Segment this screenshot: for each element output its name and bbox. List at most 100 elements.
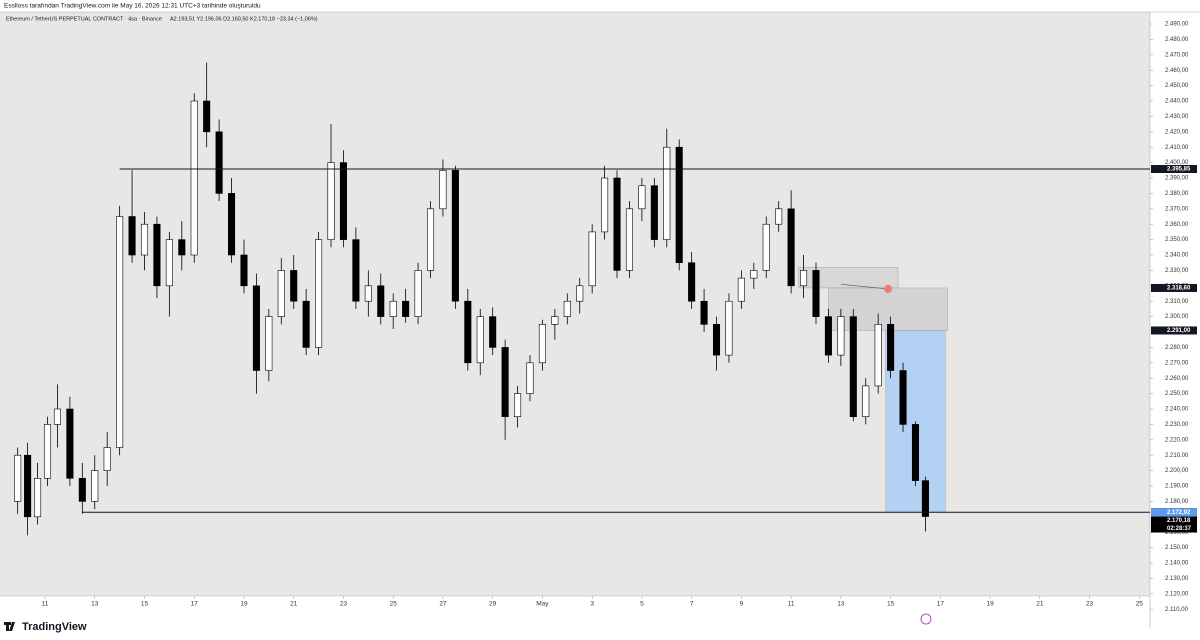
y-tick-label: 2.370,00 <box>1165 206 1189 212</box>
candle-body <box>103 447 111 471</box>
y-tick-label: 2.250,00 <box>1165 391 1189 397</box>
y-tick-label: 2.130,00 <box>1165 576 1189 582</box>
y-tick-label: 2.300,00 <box>1165 314 1189 320</box>
candle-body <box>140 223 149 256</box>
candle-body <box>812 270 820 317</box>
y-tick-label: 2.470,00 <box>1165 52 1189 58</box>
x-tick-label: 21 <box>290 601 298 608</box>
price-tag <box>1151 165 1197 174</box>
candle-body <box>215 131 223 194</box>
candle-body <box>601 177 609 233</box>
event-icon <box>920 613 932 625</box>
x-tick-label: 23 <box>340 601 348 608</box>
candle-body <box>849 316 857 418</box>
candle-body <box>675 146 683 264</box>
x-tick-label: 11 <box>42 601 49 608</box>
y-tick-label: 2.280,00 <box>1165 345 1189 351</box>
x-tick-label: 19 <box>986 601 994 608</box>
candle-body <box>501 347 509 418</box>
y-tick-label: 2.440,00 <box>1165 99 1189 105</box>
candle-body <box>538 324 546 364</box>
x-tick-label: 21 <box>1036 601 1044 608</box>
candle-body <box>426 208 435 271</box>
y-tick-label: 2.400,00 <box>1165 160 1189 166</box>
x-tick-label: 25 <box>1136 601 1144 608</box>
y-tick-label: 2.480,00 <box>1165 37 1189 43</box>
y-tick-label: 2.230,00 <box>1165 422 1189 428</box>
y-tick-label: 2.360,00 <box>1165 222 1189 228</box>
candle-body <box>775 208 783 225</box>
candle-body <box>663 146 671 240</box>
y-tick-label: 2.350,00 <box>1165 237 1189 243</box>
candle-body <box>514 393 522 418</box>
y-tick-label: 2.160,00 <box>1165 530 1189 536</box>
price-tag-label: 2.395,85 <box>1167 167 1191 173</box>
y-tick-label: 2.330,00 <box>1165 268 1189 274</box>
y-tick-label: 2.220,00 <box>1165 437 1189 443</box>
price-tag-label: 2.291,00 <box>1167 328 1191 334</box>
candle-body <box>252 285 260 371</box>
x-tick-label: 7 <box>690 601 694 608</box>
y-tick-label: 2.200,00 <box>1165 468 1189 474</box>
marker-line <box>840 283 889 290</box>
candle-body <box>352 239 360 302</box>
candle-body <box>302 300 310 348</box>
candle-body <box>240 254 248 287</box>
candle-body <box>613 177 621 271</box>
y-tick-label: 2.430,00 <box>1165 114 1189 120</box>
candle-body <box>489 316 497 348</box>
x-tick-label: 5 <box>640 601 644 608</box>
candle-body <box>116 216 124 448</box>
y-tick-label: 2.150,00 <box>1165 545 1189 551</box>
x-tick-label: 17 <box>937 601 945 608</box>
candle-body <box>277 270 285 317</box>
x-tick-label: 29 <box>489 601 497 608</box>
zone <box>828 287 949 331</box>
marker <box>884 284 893 293</box>
candle-body <box>750 270 758 279</box>
candle-body <box>588 231 596 287</box>
y-tick-label: 2.410,00 <box>1165 145 1189 151</box>
candle-body <box>190 100 198 256</box>
candle-body <box>737 277 745 302</box>
candle-body <box>464 300 472 364</box>
candle-body <box>476 316 484 364</box>
price-tag <box>1151 283 1197 292</box>
y-tick-label: 2.190,00 <box>1165 484 1189 490</box>
logo-mark <box>4 622 15 631</box>
y-tick-label: 2.420,00 <box>1165 129 1189 135</box>
candle-body <box>153 223 161 287</box>
y-tick-label: 2.260,00 <box>1165 376 1189 382</box>
candle-body <box>921 480 929 517</box>
y-tick-label: 2.340,00 <box>1165 253 1189 259</box>
candle-body <box>526 362 534 394</box>
plot <box>14 62 949 536</box>
candle-body <box>414 270 422 317</box>
y-tick-label: 2.390,00 <box>1165 176 1189 182</box>
x-tick-label: 19 <box>240 601 248 608</box>
x-tick-label: 11 <box>788 601 795 608</box>
candle-body <box>53 408 61 425</box>
candle-body <box>688 262 696 302</box>
candle-body <box>290 270 298 302</box>
x-tick-label: 13 <box>837 601 845 608</box>
y-tick-label: 2.380,00 <box>1165 191 1189 197</box>
candle-body <box>576 285 584 302</box>
candle-body <box>712 324 721 356</box>
candle-body <box>327 162 335 240</box>
x-tick-label: 15 <box>887 601 895 608</box>
y-tick-label: 2.120,00 <box>1165 591 1189 597</box>
candle-body <box>563 300 571 317</box>
candle-body <box>315 239 323 348</box>
price-tag <box>1151 326 1197 335</box>
candle-body <box>34 478 42 518</box>
x-tick-label: 25 <box>390 601 398 608</box>
candle-body <box>862 385 870 418</box>
candle-body <box>128 216 136 256</box>
price-tag-label: 2.172,92 <box>1167 510 1191 516</box>
y-tick-label: 2.310,00 <box>1165 299 1189 305</box>
y-tick-label: 2.210,00 <box>1165 453 1189 459</box>
x-tick-label: 3 <box>590 601 594 608</box>
